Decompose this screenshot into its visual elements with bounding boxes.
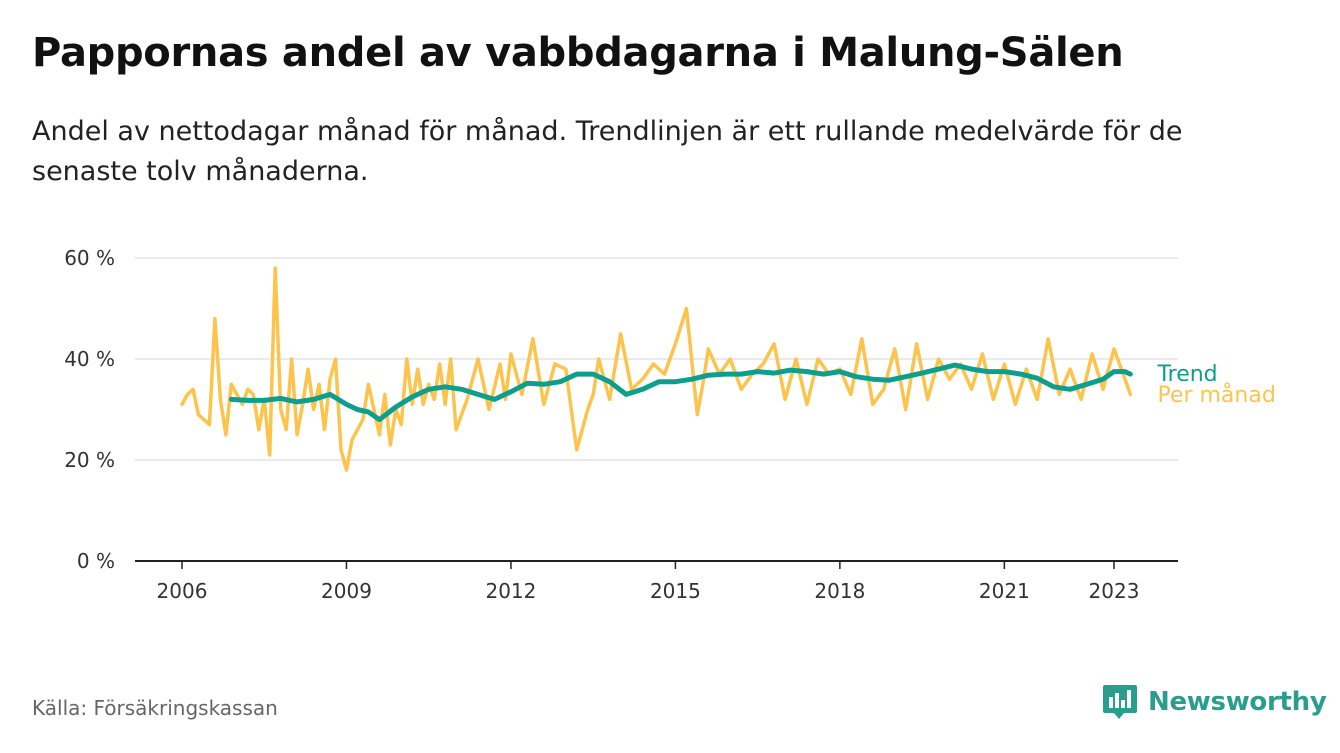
- x-tick-label: 2006: [157, 579, 208, 603]
- y-tick-label: 20 %: [64, 448, 115, 472]
- brand-logo[interactable]: Newsworthy: [1102, 683, 1327, 721]
- y-tick-label: 40 %: [64, 347, 115, 371]
- legend-label-trend: Trend: [1156, 362, 1217, 387]
- source-note: Källa: Försäkringskassan: [32, 696, 278, 720]
- brand-name: Newsworthy: [1148, 687, 1327, 717]
- x-tick-label: 2023: [1089, 579, 1140, 603]
- chart-title: Pappornas andel av vabbdagarna i Malung-…: [32, 30, 1124, 76]
- series-lines: [180, 266, 1133, 472]
- newsworthy-logo-icon: [1103, 685, 1137, 719]
- chart-subtitle: Andel av nettodagar månad för månad. Tre…: [32, 116, 1183, 187]
- trend-line: [228, 362, 1133, 423]
- x-tick-label: 2015: [650, 579, 701, 603]
- x-tick-label: 2021: [979, 579, 1030, 603]
- x-tick-label: 2009: [321, 579, 372, 603]
- legend-label-monthly: Per månad: [1157, 382, 1275, 408]
- y-tick-label: 0 %: [77, 549, 115, 573]
- monthly-line: [180, 266, 1133, 472]
- y-tick-label: 60 %: [64, 246, 115, 270]
- axes: 0 % 20 % 40 % 60 % 2006 2009 2012 2015 2018 2021 2…: [64, 246, 1178, 603]
- x-tick-label: 2018: [814, 579, 865, 603]
- x-tick-label: 2012: [485, 579, 536, 603]
- gridlines: [135, 257, 1178, 461]
